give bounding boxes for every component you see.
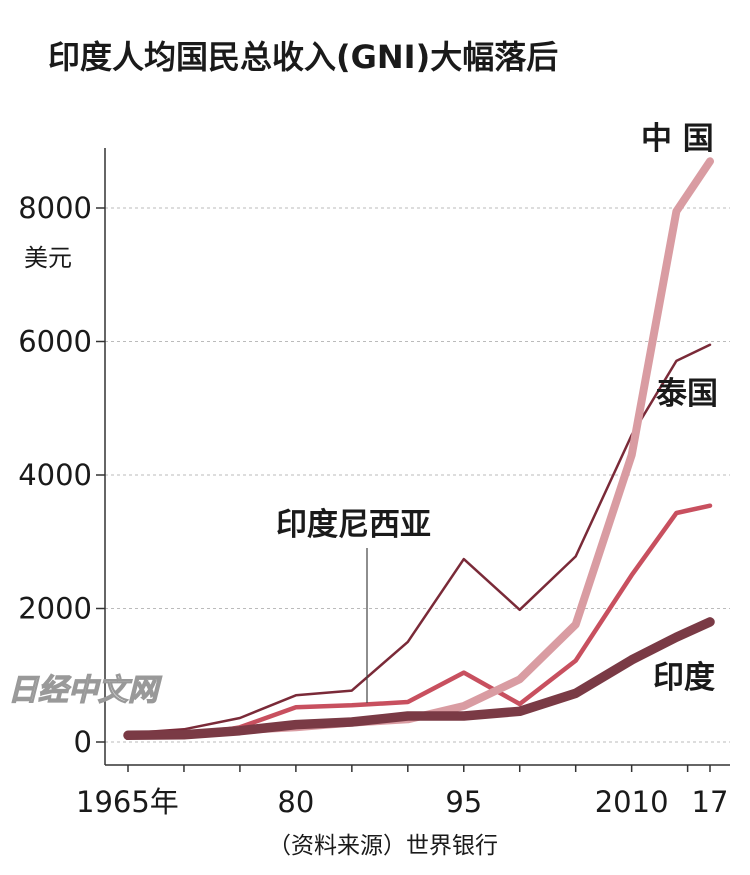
y-tick-label: 8000 — [18, 191, 92, 225]
y-unit-label: 美元 — [24, 244, 72, 272]
gridlines — [96, 207, 730, 772]
source-note: （资料来源）世界银行 — [268, 833, 498, 859]
series-label-thailand: 泰国 — [656, 376, 718, 412]
axes — [104, 148, 730, 766]
y-tick-labels: 0 2000 4000 6000 8000 — [18, 191, 92, 759]
series-label-china: 中 国 — [641, 121, 714, 157]
x-tick-label: 95 — [445, 785, 482, 819]
y-tick-label: 4000 — [18, 458, 92, 492]
x-tick-labels: 1965年 80 95 2010 17 — [76, 785, 728, 819]
series-line-china — [124, 157, 714, 740]
y-tick-label: 6000 — [18, 325, 92, 359]
x-tick-label: 1965年 — [76, 785, 179, 819]
series-label-indonesia: 印度尼西亚 — [276, 507, 431, 543]
chart-title: 印度人均国民总收入(GNI)大幅落后 — [48, 38, 558, 76]
series-line-india — [123, 617, 715, 741]
x-tick-label: 2010 — [595, 785, 669, 819]
y-tick-label: 0 — [74, 725, 92, 759]
y-tick-label: 2000 — [18, 592, 92, 626]
x-tick-label: 17 — [692, 785, 729, 819]
series-label-india: 印度 — [653, 660, 715, 696]
series-lines — [123, 157, 715, 741]
x-tick-label: 80 — [277, 785, 314, 819]
watermark-logo: 日经中文网 — [8, 673, 162, 708]
